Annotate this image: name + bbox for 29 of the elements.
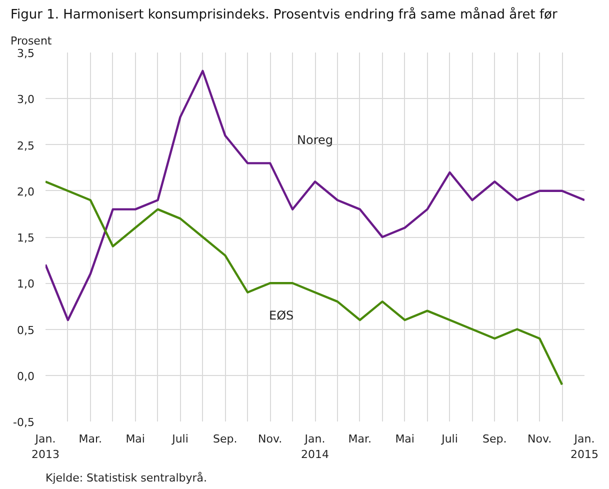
- x-tick-label: Mar.: [348, 432, 372, 446]
- x-tick-label: Sep.: [213, 432, 238, 446]
- x-tick-label: Mai: [126, 432, 145, 446]
- x-tick-label: Nov.: [528, 432, 552, 446]
- y-tick-label: 3,0: [17, 93, 35, 106]
- y-axis-title: Prosent: [10, 34, 52, 48]
- y-tick-label: 1,0: [17, 278, 35, 291]
- y-tick-label: 2,0: [17, 185, 35, 198]
- x-tick-label: Jan. 2014: [301, 432, 330, 462]
- x-tick-label: Jan. 2015: [570, 432, 599, 462]
- text: Noreg: [297, 133, 334, 148]
- x-tick-label: Sep.: [482, 432, 507, 446]
- x-tick-label: Mar.: [78, 432, 102, 446]
- series-label: EØS: [268, 308, 294, 322]
- y-tick-label: 1,5: [17, 232, 35, 244]
- chart-title: Figur 1. Harmonisert konsumprisindeks. Prosentvis endring frå same månad året før: [10, 6, 558, 22]
- text: Kjelde: Statistisk sentralbyrå.: [46, 472, 208, 484]
- line-series: [46, 70, 584, 322]
- y-tick-label: 3,5: [17, 47, 35, 60]
- line-series: [46, 180, 564, 386]
- x-tick-label: Juli: [440, 432, 458, 446]
- y-tick-label: 2,5: [17, 139, 35, 152]
- x-tick-label: Juli: [171, 432, 188, 446]
- y-tick-label: 0,5: [17, 324, 35, 337]
- x-tick-label: Nov.: [258, 432, 282, 446]
- x-tick-label: Jan. 2013: [32, 432, 60, 462]
- y-tick-label: 0,0: [17, 370, 35, 383]
- x-tick-label: Mai: [395, 432, 414, 446]
- y-tick-label: -0,5: [13, 416, 35, 429]
